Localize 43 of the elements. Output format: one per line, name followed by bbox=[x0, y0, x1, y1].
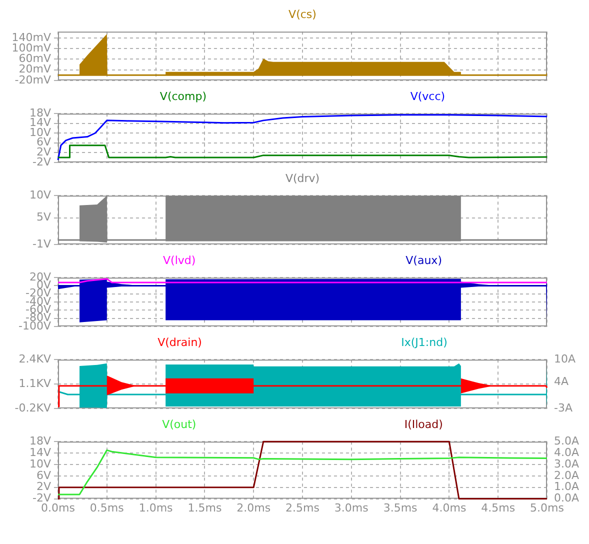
x-tick-label: 1.0ms bbox=[138, 501, 174, 514]
x-tick-label: 3.0ms bbox=[334, 501, 369, 514]
y-tick-label: -1V bbox=[32, 237, 52, 250]
y2-tick-label: 1.0A bbox=[554, 480, 580, 494]
text: V(out) bbox=[162, 418, 196, 432]
x-tick-label: 1.5ms bbox=[188, 501, 222, 514]
text: V(comp) bbox=[160, 90, 207, 104]
y2-tick-label: 5.0A bbox=[554, 434, 580, 448]
y-tick-label: 140mV bbox=[12, 30, 52, 44]
x-tick-label: 2.5ms bbox=[286, 501, 320, 514]
series-label: V(lvd) bbox=[163, 254, 196, 268]
series-label: I(Iload) bbox=[404, 418, 443, 432]
y-tick-label: 2.4KV bbox=[18, 352, 52, 366]
y2-tick-label: 4.0A bbox=[554, 446, 580, 459]
text: V(drv) bbox=[285, 172, 320, 186]
y2-tick-label: 10A bbox=[554, 352, 576, 366]
y-tick-label: 18V bbox=[29, 434, 52, 448]
series-label: V(aux) bbox=[406, 254, 442, 268]
y-tick-label: 14V bbox=[29, 446, 52, 459]
y-tick-label: -20mV bbox=[14, 73, 52, 86]
y-tick-label: 60mV bbox=[18, 52, 52, 66]
y-tick-label: 100mV bbox=[12, 41, 52, 54]
x-tick-label: 3.5ms bbox=[383, 501, 418, 514]
y-tick-label: 10V bbox=[29, 457, 52, 470]
y-tick-label: 20mV bbox=[18, 62, 52, 76]
y-tick-label: -0.2KV bbox=[14, 401, 52, 414]
x-tick-label: 4.5ms bbox=[481, 501, 516, 514]
y-tick-label: 6V bbox=[36, 468, 52, 482]
x-tick-label: 2.0ms bbox=[236, 501, 271, 514]
y-tick-label: 10V bbox=[29, 188, 52, 202]
text: V(drain) bbox=[158, 336, 202, 350]
x-tick-label: 4.0ms bbox=[432, 501, 466, 514]
y2-tick-label: -3A bbox=[554, 401, 573, 414]
y-tick-label: 1.1KV bbox=[18, 376, 52, 390]
x-tick-label: 0.5ms bbox=[90, 501, 124, 514]
text: V(cs) bbox=[288, 8, 316, 22]
y2-tick-label: 3.0A bbox=[554, 457, 580, 470]
y2-tick-label: 2.0A bbox=[554, 468, 580, 482]
y2-tick-label: 4A bbox=[554, 374, 569, 388]
text: Ix(J1:nd) bbox=[401, 336, 448, 350]
y-tick-label: 5V bbox=[36, 210, 52, 224]
y-tick-label: 2V bbox=[36, 480, 52, 494]
series-label: V(vcc) bbox=[410, 90, 446, 104]
